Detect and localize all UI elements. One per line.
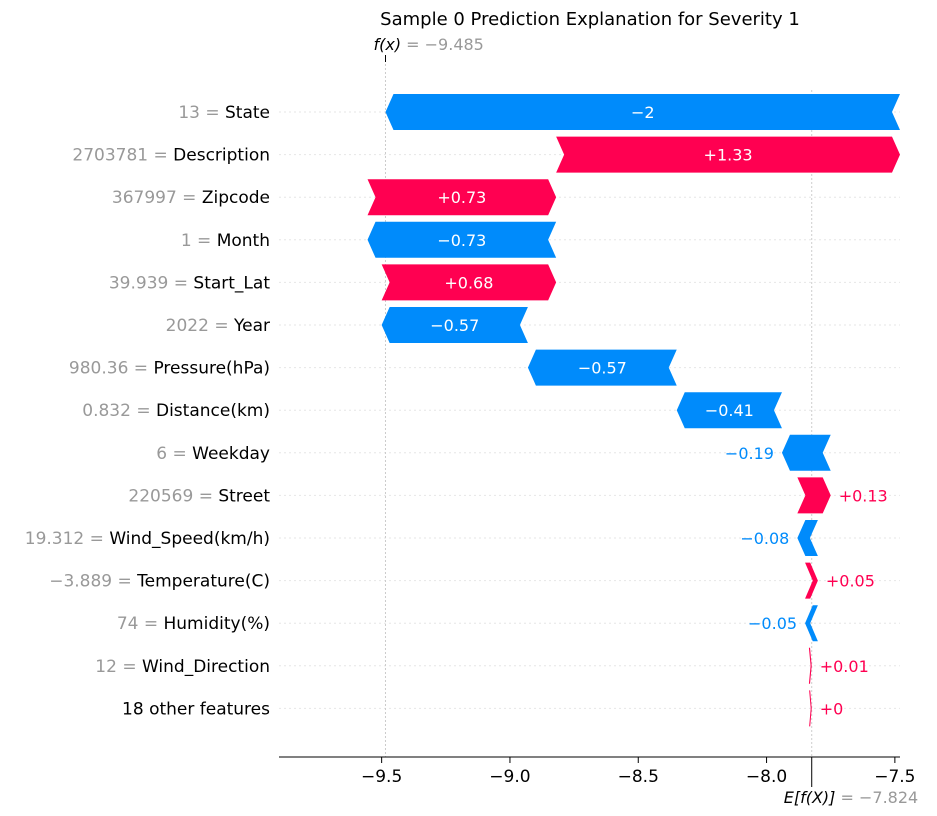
bar-humidity-	[805, 605, 818, 642]
bar-wind-speed-km-h-	[797, 520, 818, 556]
bar-temperature-c-	[805, 562, 818, 599]
feature-name: Street	[218, 486, 270, 506]
bar-value-label: +0	[820, 699, 844, 718]
bar-value-label: −0.57	[430, 316, 479, 335]
bar-value-label: −2	[631, 103, 655, 122]
bar-value-label: +0.68	[444, 273, 493, 292]
fx-annotation: f(x) = −9.485	[373, 35, 483, 54]
feature-value: 39.939 =	[109, 273, 194, 293]
bar-value-label: −0.19	[725, 444, 774, 463]
feature-value: 12 =	[95, 657, 142, 677]
bar-zipcode	[367, 179, 557, 216]
feature-label: 367997 = Zipcode	[112, 188, 270, 208]
feature-value: 2022 =	[166, 316, 234, 336]
feature-label: 220569 = Street	[128, 486, 270, 506]
expected-value-annotations: f(x) = −9.485 E[f(X)] = −7.824	[373, 35, 918, 807]
bar-value-label: −0.57	[578, 359, 627, 378]
feature-value: 13 =	[178, 103, 225, 123]
feature-value: −3.889 =	[49, 572, 137, 592]
feature-name: Month	[217, 231, 270, 251]
efx-value: = −7.824	[840, 788, 918, 807]
bar-value-label: +0.01	[820, 657, 869, 676]
feature-label: 13 = State	[178, 103, 270, 123]
feature-label: 980.36 = Pressure(hPa)	[69, 359, 270, 379]
chart-title: Sample 0 Prediction Explanation for Seve…	[380, 9, 800, 30]
feature-label: 2703781 = Description	[72, 146, 270, 166]
feature-label: 1 = Month	[181, 231, 270, 251]
bar-value-label: −0.08	[740, 529, 789, 548]
feature-value: 1 =	[181, 231, 217, 251]
x-tick-label: −7.5	[874, 767, 915, 787]
feature-value: 2703781 =	[72, 146, 173, 166]
feature-label: 19.312 = Wind_Speed(km/h)	[25, 529, 270, 549]
x-tick-label: −8.0	[746, 767, 787, 787]
feature-value: 19.312 =	[25, 529, 110, 549]
feature-label: 12 = Wind_Direction	[95, 657, 270, 677]
x-tick-label: −9.5	[361, 767, 402, 787]
feature-label: 0.832 = Distance(km)	[82, 401, 270, 421]
feature-name: Wind_Direction	[142, 657, 270, 677]
bar-value-label: −0.05	[748, 614, 797, 633]
bar-state	[385, 94, 901, 130]
bar-pressure-hpa-	[527, 349, 677, 386]
feature-name: Weekday	[192, 444, 270, 464]
bar-value-label: +0.73	[437, 188, 486, 207]
x-tick-label: −9.0	[489, 767, 530, 787]
feature-value: 220569 =	[128, 486, 218, 506]
feature-labels: 13 = State 2703781 = Description 367997 = …	[25, 103, 271, 719]
feature-name: Year	[233, 316, 270, 336]
feature-value: 367997 =	[112, 188, 202, 208]
feature-label: −3.889 = Temperature(C)	[49, 572, 270, 592]
feature-name: Description	[173, 146, 270, 166]
efx-annotation: E[f(X)] = −7.824	[784, 788, 918, 807]
feature-name: State	[225, 103, 270, 123]
feature-label: 2022 = Year	[166, 316, 270, 336]
bar-value-label: +0.13	[839, 486, 888, 505]
feature-value: 74 =	[117, 614, 164, 634]
fx-label: f(x)	[373, 35, 406, 54]
bar-street	[797, 477, 831, 514]
bar-value-label: +1.33	[704, 146, 753, 165]
bar-distance-km-	[676, 392, 782, 429]
feature-label: 39.939 = Start_Lat	[109, 273, 270, 293]
x-axis: −9.5 −9.0 −8.5 −8.0 −7.5	[279, 756, 916, 787]
fx-value: = −9.485	[406, 35, 484, 54]
bar-value-label: +0.05	[826, 572, 875, 591]
feature-value: 0.832 =	[82, 401, 156, 421]
feature-value: 6 =	[156, 444, 192, 464]
bar-description	[556, 136, 900, 173]
feature-value: 980.36 =	[69, 359, 154, 379]
feature-name: Start_Lat	[193, 273, 270, 293]
bars-layer: −2 +1.33 +0.73 −0.73 +0.68 −0.57 −0.57 −0.41 −0.…	[367, 94, 901, 727]
bar-wind-direction	[808, 647, 812, 684]
bar-value-label: −0.73	[437, 231, 486, 250]
feature-label: 6 = Weekday	[156, 444, 270, 464]
feature-name: Temperature(C)	[136, 572, 270, 592]
feature-name: Pressure(hPa)	[153, 359, 270, 379]
feature-label: 18 other features	[122, 699, 270, 719]
feature-name: Wind_Speed(km/h)	[109, 529, 270, 549]
feature-name: Humidity(%)	[164, 614, 271, 634]
feature-name: Zipcode	[202, 188, 270, 208]
feature-name: Distance(km)	[156, 401, 270, 421]
bar-start-lat	[381, 264, 557, 301]
efx-label: E[f(X)]	[784, 788, 841, 807]
feature-name: 18 other features	[122, 699, 270, 719]
x-tick-label: −8.5	[618, 767, 659, 787]
feature-label: 74 = Humidity(%)	[117, 614, 270, 634]
bar-value-label: −0.41	[705, 401, 754, 420]
bar-year	[381, 307, 528, 343]
bar-18-other-features	[809, 690, 812, 727]
bar-weekday	[781, 434, 831, 471]
bar-month	[367, 221, 557, 258]
